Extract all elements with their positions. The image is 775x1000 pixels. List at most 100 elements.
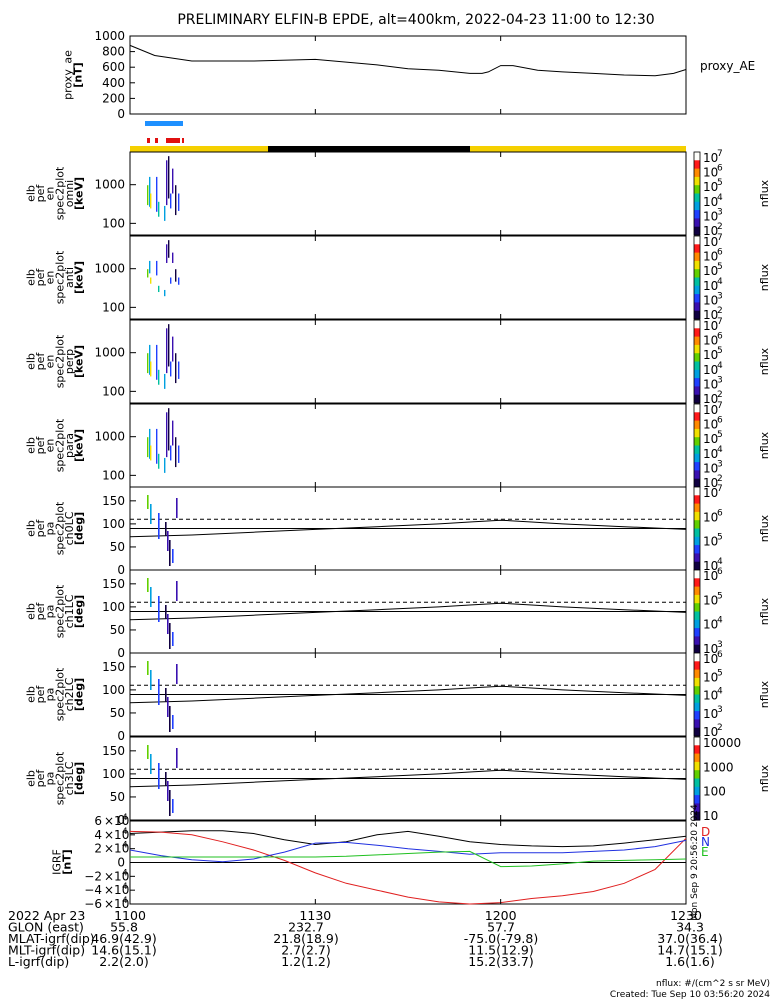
colorbar-tick-base: 10	[703, 250, 718, 264]
energy-colorbar-segment	[694, 258, 700, 261]
igrf-d-line	[129, 830, 687, 905]
energy-panel-ylabel-line: [keV]	[73, 429, 86, 462]
energy-colorbar-segment	[694, 446, 700, 449]
energy-colorbar-segment	[694, 412, 700, 415]
pa-colorbar-segment	[694, 539, 700, 542]
energy-tick-label: 100	[102, 216, 125, 230]
energy-colorbar-segment	[694, 442, 700, 445]
colorbar-tick-exponent: 5	[717, 178, 723, 188]
colorbar-tick-base: 10	[703, 535, 718, 549]
pa-colorbar-segment	[694, 768, 700, 771]
pa-colorbar-segment	[694, 657, 700, 660]
energy-colorbar-segment	[694, 386, 700, 389]
colorbar-label: nflux	[758, 597, 771, 625]
energy-colorbar-segment	[694, 194, 700, 197]
pa-tick-label: 100	[102, 600, 125, 614]
pa-panel-ylabel-line: pef	[34, 602, 47, 621]
energy-colorbar-segment	[694, 277, 700, 280]
spectrogram-pixel	[172, 336, 174, 362]
igrf-tick-exponent: 4	[122, 841, 128, 851]
energy-colorbar-segment	[694, 285, 700, 288]
pa-colorbar-segment	[694, 789, 700, 792]
pa-colorbar-segment	[694, 784, 700, 787]
pa-colorbar-segment	[694, 565, 700, 568]
igrf-ylabel-line: IGRF	[51, 849, 64, 875]
colorbar-tick-exponent: 7	[717, 317, 723, 327]
pa-spectrogram-pixel	[158, 679, 160, 705]
pa-colorbar-segment	[694, 738, 700, 741]
energy-colorbar-segment	[694, 306, 700, 309]
pa-colorbar-segment	[694, 720, 700, 723]
colorbar-tick-base: 10	[703, 418, 718, 432]
energy-colorbar-segment	[694, 296, 700, 299]
pa-colorbar-segment	[694, 506, 700, 509]
energy-panel-ylabel-line: en	[44, 439, 57, 453]
pa-colorbar-segment	[694, 532, 700, 535]
pa-colorbar-segment	[694, 581, 700, 584]
energy-panel-ylabel-line: anti	[63, 267, 76, 288]
energy-colorbar-segment	[694, 474, 700, 477]
pa-colorbar-segment	[694, 679, 700, 682]
energy-colorbar-segment	[694, 478, 700, 481]
energy-colorbar-segment	[694, 158, 700, 161]
pa-colorbar-segment	[694, 810, 700, 813]
energy-colorbar-segment	[694, 439, 700, 442]
units-note: nflux: #/(cm^2 s sr MeV)	[656, 979, 770, 989]
energy-colorbar-segment	[694, 196, 700, 199]
pa-colorbar-segment	[694, 814, 700, 817]
energy-colorbar-segment	[694, 480, 700, 483]
colorbar-tick-base: 10	[703, 461, 718, 475]
energy-colorbar-segment	[694, 457, 700, 460]
spectrogram-pixel	[156, 428, 158, 464]
time-tick-label: 1100	[114, 908, 146, 923]
energy-colorbar-segment	[694, 174, 700, 177]
energy-colorbar-segment	[694, 295, 700, 298]
pa-colorbar-segment	[694, 636, 700, 639]
energy-colorbar-segment	[694, 313, 700, 316]
pa-colorbar-segment	[694, 756, 700, 759]
pa-colorbar-segment	[694, 683, 700, 686]
energy-colorbar-segment	[694, 217, 700, 219]
colorbar-tick-exponent: 6	[717, 332, 723, 342]
energy-colorbar-segment	[694, 211, 700, 214]
pa-colorbar-segment	[694, 706, 700, 709]
pa-colorbar-segment	[694, 779, 700, 782]
loss-cone-curve	[129, 602, 687, 621]
pa-colorbar-segment	[694, 811, 700, 814]
energy-colorbar-segment	[694, 400, 700, 403]
energy-colorbar-segment	[694, 214, 700, 217]
colorbar-tick-base: 10	[703, 403, 718, 417]
pa-colorbar-segment	[694, 543, 700, 546]
pa-colorbar-segment	[694, 498, 700, 501]
pa-colorbar-segment	[694, 704, 700, 707]
energy-colorbar-segment	[694, 482, 700, 485]
energy-colorbar-segment	[694, 361, 700, 364]
colorbar-tick-base: 10	[703, 642, 718, 656]
pa-spectrogram-pixel	[176, 748, 178, 768]
pa-colorbar-segment	[694, 603, 700, 606]
orbit-row-value: 14.7(15.1)	[657, 943, 722, 958]
pa-spectrogram-pixel	[172, 799, 174, 813]
proxy-ae-ylabel-line: [nT]	[71, 62, 84, 87]
pa-colorbar-segment	[694, 499, 700, 502]
pa-colorbar-segment	[694, 672, 700, 675]
energy-colorbar-segment	[694, 471, 700, 474]
spectrogram-pixel	[170, 277, 172, 284]
pa-colorbar-segment	[694, 630, 700, 633]
energy-colorbar-segment	[694, 451, 700, 454]
energy-colorbar-segment	[694, 205, 700, 208]
energy-colorbar-segment	[694, 157, 700, 160]
igrf-ylabel-line: [nT]	[60, 849, 73, 874]
pa-spectrogram-pixel	[169, 790, 171, 816]
energy-panel-ylabel-line: en	[44, 187, 57, 201]
pa-colorbar-segment	[694, 797, 700, 800]
pa-panel-ylabel-line: ch0LC	[63, 511, 76, 545]
pa-colorbar-segment	[694, 600, 700, 603]
pa-panel-ylabel-line: ch1LC	[63, 594, 76, 628]
colorbar-tick-base: 10	[703, 308, 718, 322]
energy-colorbar-segment	[694, 200, 700, 203]
colorbar-tick-exponent: 4	[717, 557, 723, 567]
energy-colorbar-segment	[694, 420, 700, 423]
orbit-row-value: 21.8(18.9)	[273, 931, 338, 946]
